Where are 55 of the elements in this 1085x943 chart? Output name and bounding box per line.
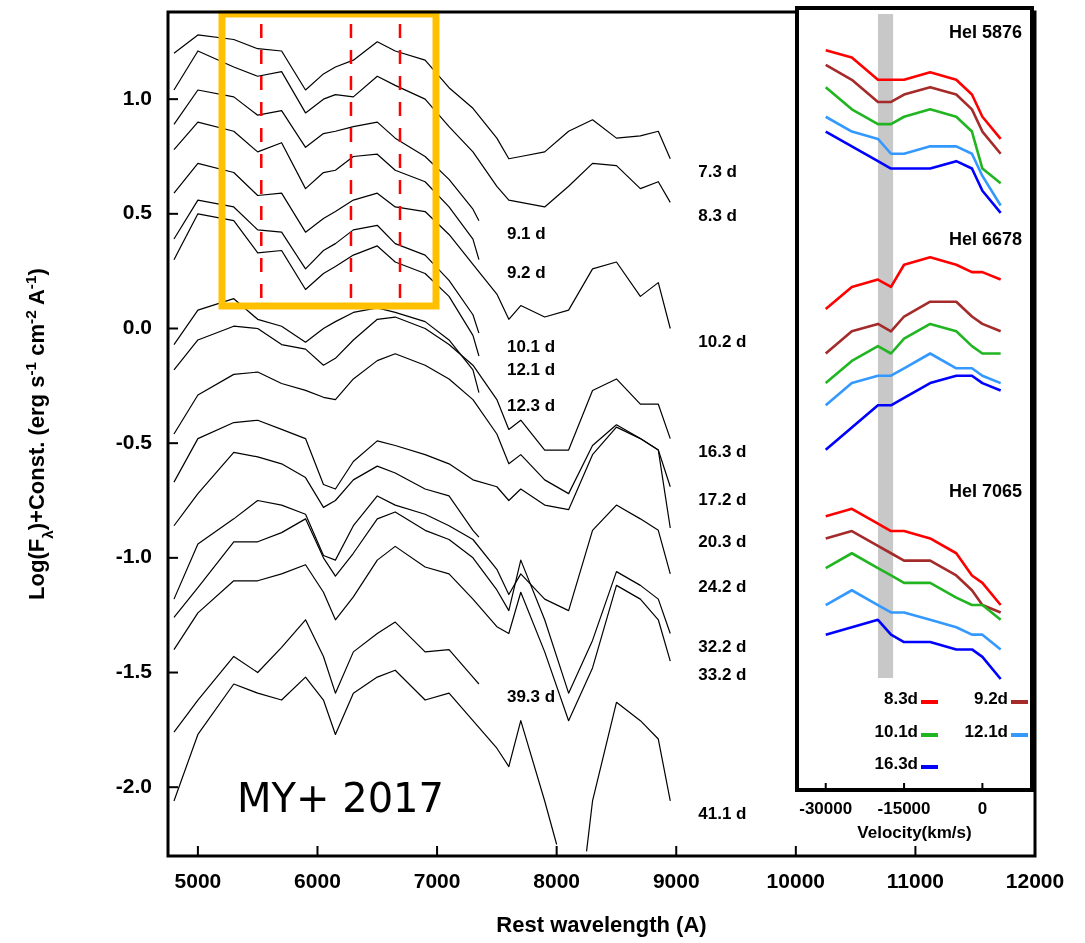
x-tick-label: 9000	[652, 869, 700, 892]
line-series	[173, 34, 671, 160]
series-label: 39.3 d	[506, 687, 556, 707]
x-tick-label: 8000	[533, 869, 581, 892]
series-label: 9.2 d	[506, 263, 546, 283]
series-label: 12.3 d	[506, 396, 556, 416]
legend-label: 10.1d	[874, 722, 918, 742]
x-tick-label: 5000	[174, 869, 222, 892]
y-tick-label: -0.5	[115, 429, 153, 453]
x-axis-title: Rest wavelength (A)	[496, 912, 707, 937]
legend-label: 16.3d	[874, 754, 918, 774]
line-series	[173, 162, 671, 330]
y-tick-label: 0.0	[122, 315, 152, 339]
series-label: 33.2 d	[698, 664, 747, 684]
line-series	[173, 451, 480, 538]
series-label: 8.3 d	[698, 205, 738, 225]
annotation: MY+ 2017	[237, 775, 444, 821]
series-label: 32.2 d	[698, 637, 747, 657]
x-tick-label: 6000	[294, 869, 341, 892]
line-series	[173, 89, 480, 222]
series-label: 20.3 d	[698, 531, 747, 551]
series-label: 7.3 d	[698, 162, 738, 182]
series-label: 10.2 d	[698, 331, 747, 351]
line-series	[173, 545, 671, 722]
line-series	[173, 50, 671, 208]
line-series	[173, 121, 480, 261]
line-series	[173, 213, 480, 357]
y-tick-label: -2.0	[115, 773, 152, 797]
annotation: HeI 7065	[948, 480, 1022, 501]
series-label: 24.2 d	[698, 577, 747, 597]
series-label: 12.1 d	[506, 359, 556, 379]
series-label: 41.1 d	[698, 804, 747, 824]
series-label: 16.3 d	[698, 442, 747, 462]
annotation: HeI 5876	[948, 22, 1022, 43]
line-series	[173, 619, 480, 733]
line-series	[173, 199, 480, 334]
x-tick-label: -15000	[877, 799, 931, 818]
y-tick-label: 1.0	[122, 85, 152, 109]
series-label: 17.2 d	[698, 490, 747, 510]
legend-label: 8.3d	[883, 689, 918, 709]
x-tick-label: 7000	[413, 869, 461, 892]
annotation: HeI 6678	[948, 229, 1022, 250]
x-tick-label: 12000	[1005, 869, 1065, 892]
x-axis-title: Velocity(km/s)	[857, 823, 972, 842]
legend-label: 12.1d	[964, 722, 1008, 742]
series-label: 10.1 d	[506, 336, 556, 356]
y-tick-label: -1.0	[115, 544, 152, 568]
x-tick-label: -30000	[799, 799, 853, 818]
y-tick-label: -1.5	[115, 659, 153, 683]
series-label: 9.1 d	[506, 224, 546, 244]
y-tick-label: 0.5	[122, 200, 153, 224]
x-tick-label: 10000	[766, 869, 826, 892]
x-tick-label: 0	[977, 799, 988, 818]
x-tick-label: 11000	[886, 869, 945, 892]
legend-label: 9.2d	[973, 689, 1008, 709]
